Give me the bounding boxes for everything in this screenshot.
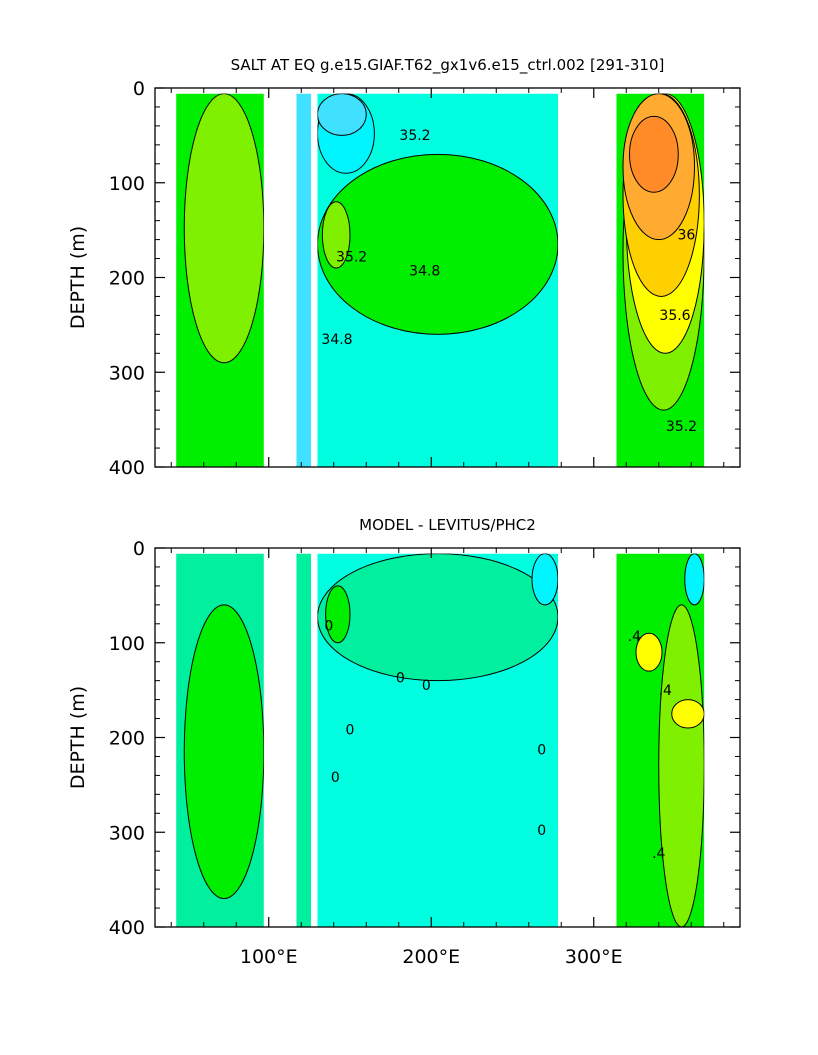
contour-patch <box>629 115 679 193</box>
contour-label: 0 <box>537 823 546 839</box>
region-pac-west-strip <box>296 553 311 927</box>
contour-patch <box>317 93 367 136</box>
contour-patch <box>183 604 264 900</box>
contour-label: 34.8 <box>409 264 440 280</box>
contour-label: 34.8 <box>321 332 352 348</box>
y-tick-label: 0 <box>133 538 145 560</box>
region-fill <box>296 553 311 927</box>
lower-panel-difference: 0 100 200 300 400 100°E 200°E 300°E MODEL - LEVI… <box>67 516 741 968</box>
contour-patch <box>325 585 351 644</box>
contour-label: 0 <box>346 723 355 739</box>
contour-patch <box>658 604 705 927</box>
region-fill <box>296 93 311 467</box>
region-pacific <box>317 93 558 467</box>
y-tick-label: 200 <box>109 268 145 290</box>
contour-label: .4 <box>628 629 641 645</box>
contour-patch <box>317 553 558 682</box>
region-pac-west-strip <box>296 93 311 467</box>
contour-label: 0 <box>422 678 431 694</box>
contour-label: 36 <box>677 228 695 244</box>
contour-label: 35.6 <box>659 308 690 324</box>
y-tick-label: 200 <box>109 728 145 750</box>
contour-patch <box>531 553 558 606</box>
contour-patch <box>183 93 264 364</box>
upper-panel-salt: 0 100 200 300 400 SALT AT EQ g.e15.GIAF.T62_g… <box>67 56 741 479</box>
contour-label: 35.2 <box>666 419 697 435</box>
contour-patch <box>671 699 705 729</box>
y-axis-label: DEPTH (m) <box>67 226 89 329</box>
y-axis-label: DEPTH (m) <box>67 686 89 789</box>
panel-title: SALT AT EQ g.e15.GIAF.T62_gx1v6.e15_ctrl… <box>231 56 665 75</box>
region-indian <box>176 93 264 467</box>
y-tick-label: 300 <box>109 822 145 844</box>
contour-label: 0 <box>396 671 405 687</box>
contour-label: .4 <box>652 846 665 862</box>
contour-label: .4 <box>659 683 672 699</box>
contour-patch <box>635 632 663 672</box>
x-tick-label: 100°E <box>240 946 298 968</box>
contour-patch <box>321 201 351 269</box>
contour-label: 35.2 <box>336 249 367 265</box>
contour-patch <box>317 153 558 335</box>
y-tick-label: 400 <box>109 457 145 479</box>
y-tick-label: 100 <box>109 173 145 195</box>
panel-title: MODEL - LEVITUS/PHC2 <box>359 516 536 534</box>
region-atlantic <box>616 553 705 927</box>
x-tick-label: 200°E <box>402 946 460 968</box>
x-tick-label: 300°E <box>565 946 623 968</box>
y-tick-label: 100 <box>109 633 145 655</box>
contour-label: 35.2 <box>399 128 430 144</box>
region-indian <box>176 553 264 927</box>
contour-label: 0 <box>537 743 546 759</box>
contour-patch <box>684 553 705 606</box>
region-atlantic <box>616 93 705 467</box>
y-tick-label: 300 <box>109 362 145 384</box>
contour-label: 0 <box>324 618 333 634</box>
contour-label: 0 <box>331 770 340 786</box>
region-pacific <box>317 553 558 927</box>
y-tick-label: 0 <box>133 78 145 100</box>
y-tick-label: 400 <box>109 917 145 939</box>
